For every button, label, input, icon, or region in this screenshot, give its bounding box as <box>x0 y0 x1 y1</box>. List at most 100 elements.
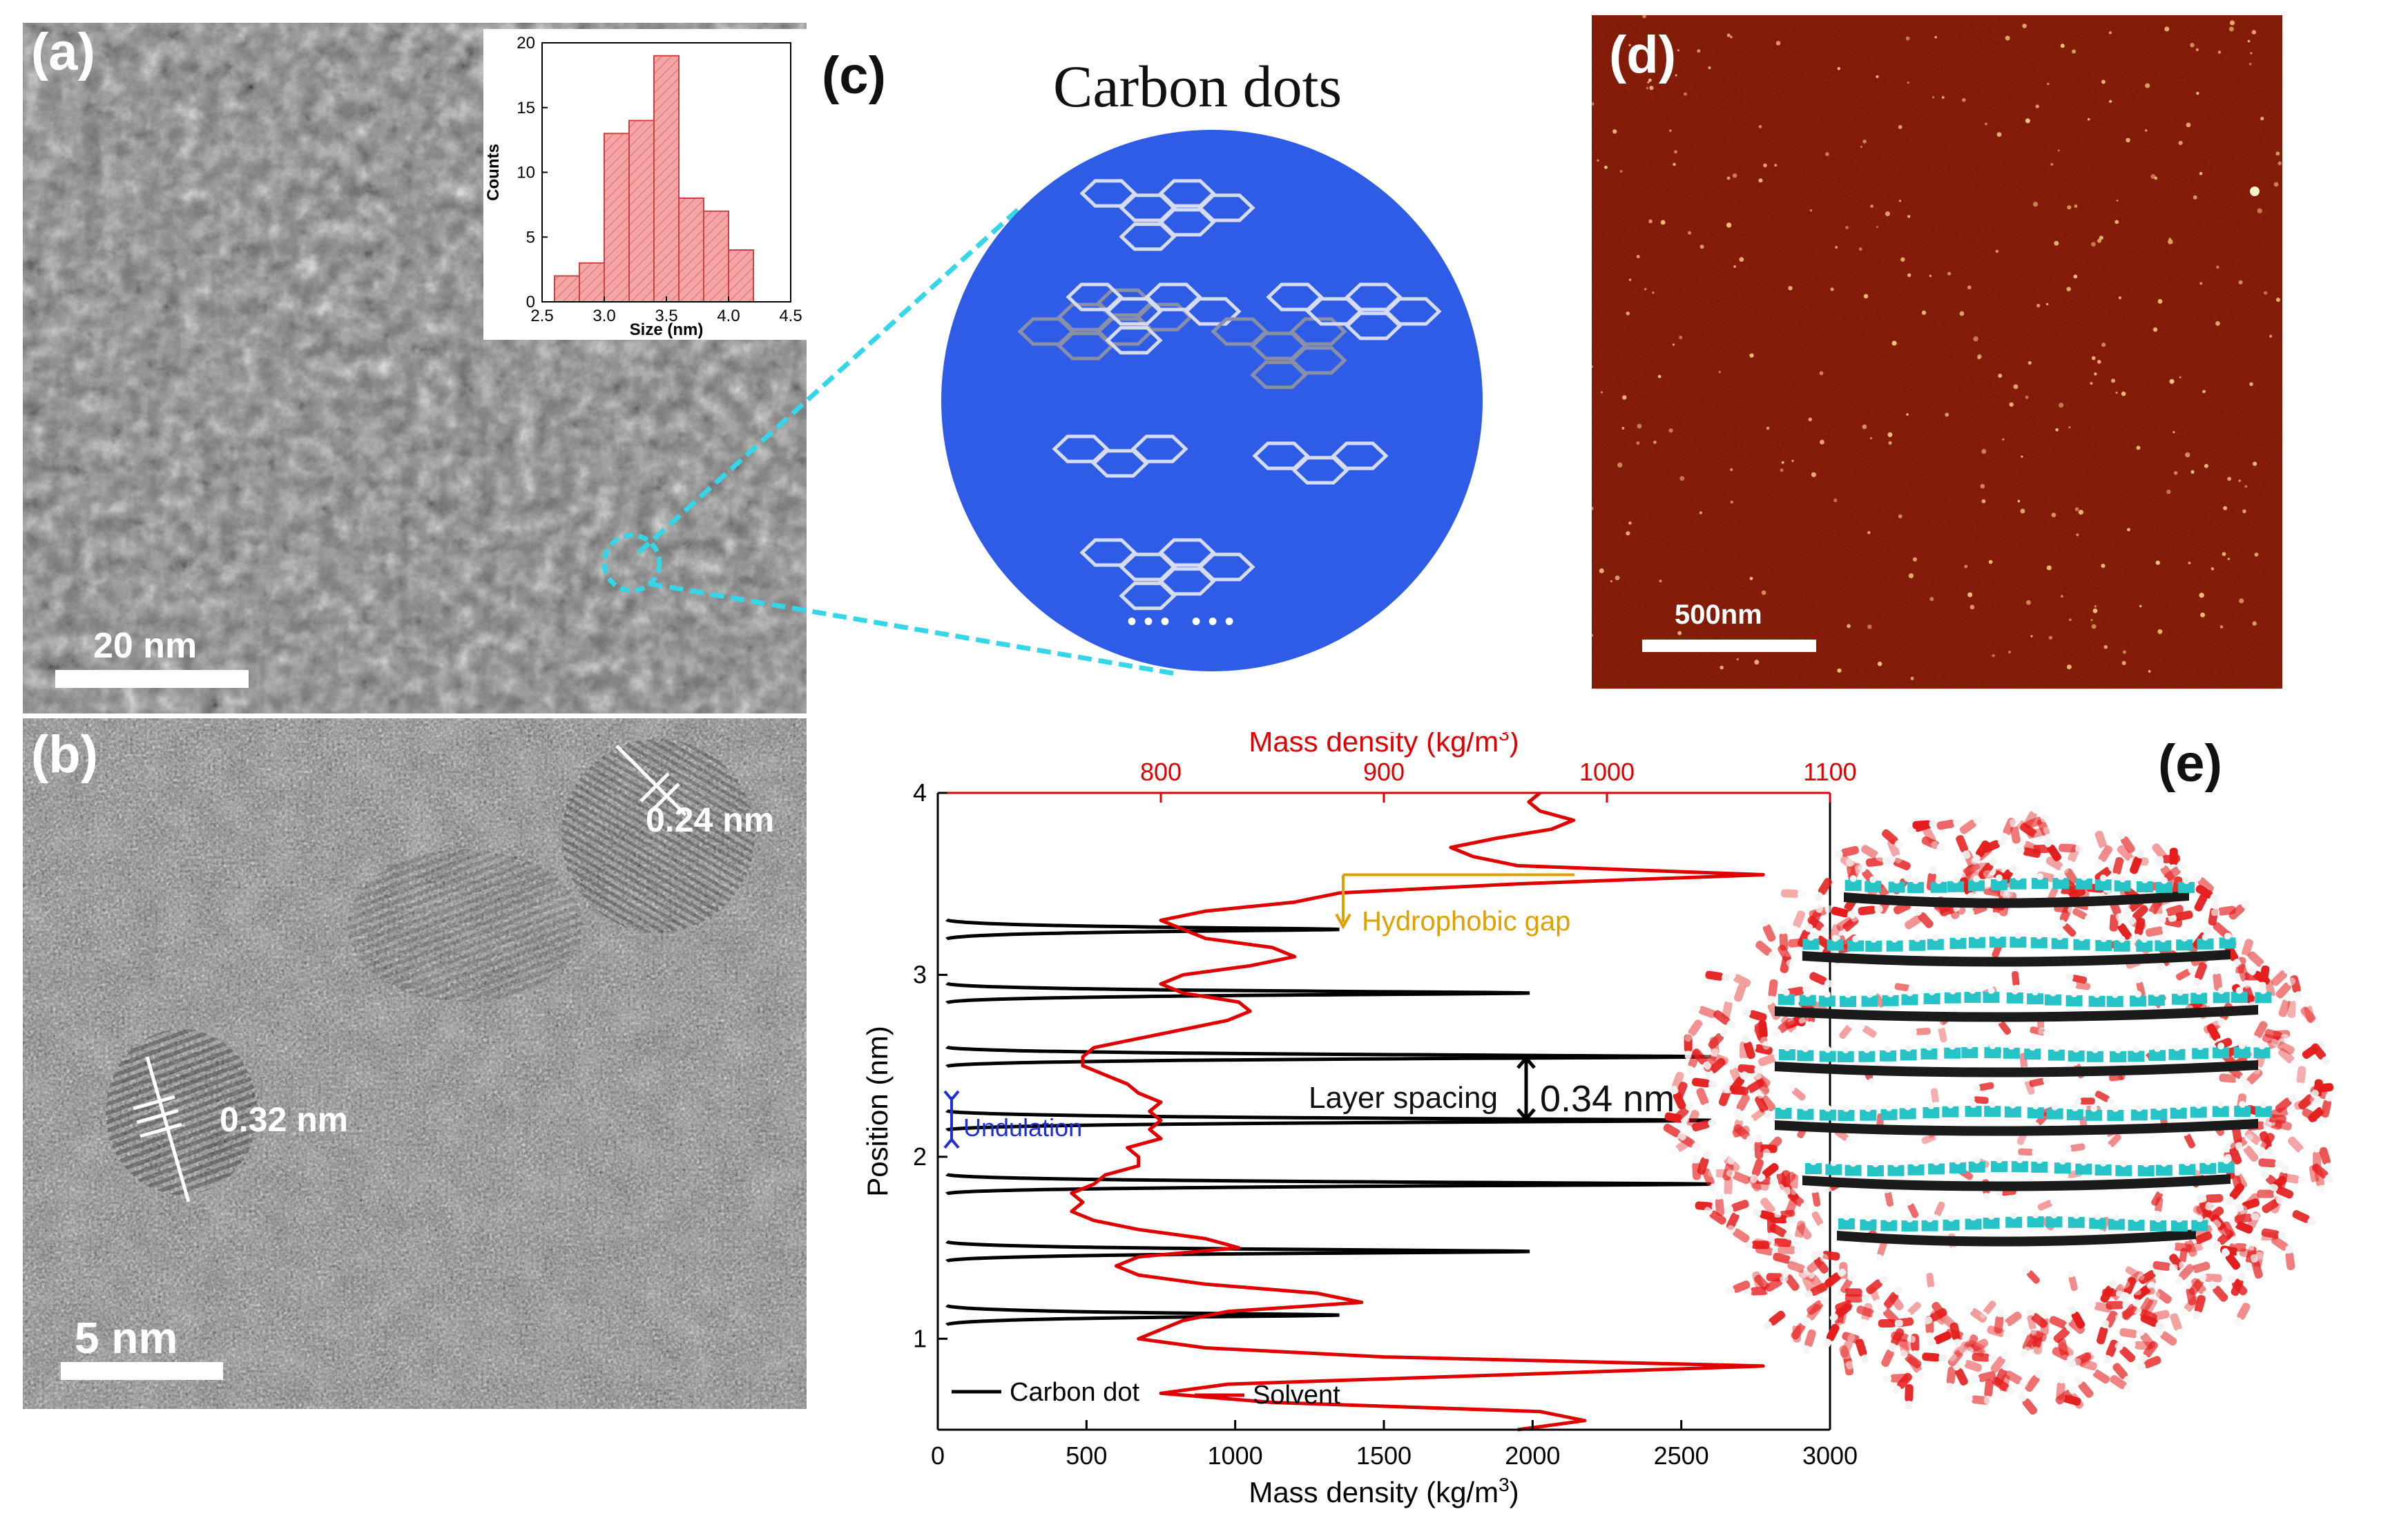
water-molecule <box>2025 1309 2048 1328</box>
scale-bar-a-label: 20 nm <box>93 626 198 666</box>
afm-particle <box>2168 239 2173 245</box>
water-molecule <box>2188 1273 2208 1296</box>
layer-spacing-value: 0.34 nm <box>1540 1078 1675 1120</box>
water-molecule <box>1972 840 1990 863</box>
water-molecule <box>1793 1218 1812 1240</box>
water-molecule <box>1804 1283 1828 1298</box>
hexagon-ring <box>1289 346 1347 375</box>
afm-particle <box>1988 559 1993 564</box>
afm-particle <box>1612 129 1617 134</box>
afm-particle <box>1626 311 1630 316</box>
water-molecule <box>1802 1329 1816 1354</box>
hexagon-ring <box>1135 303 1193 332</box>
afm-particle <box>2068 618 2072 622</box>
afm-particle <box>1648 78 1652 82</box>
afm-particle <box>1603 165 1608 169</box>
afm-particle <box>1758 178 1763 183</box>
afm-particle <box>2227 557 2231 560</box>
water-molecule <box>2104 1133 2121 1151</box>
afm-particle <box>2108 31 2112 35</box>
water-molecule <box>2234 1213 2260 1224</box>
water-molecule <box>2066 974 2088 984</box>
carbon-dot-peak <box>945 1240 1530 1263</box>
x-tick-label: 2500 <box>1654 1441 1709 1470</box>
scale-bar-d-label: 500nm <box>1675 600 1762 630</box>
water-molecule <box>1973 1082 1994 1091</box>
afm-particle <box>2002 438 2005 441</box>
afm-particle <box>2068 426 2071 429</box>
water-molecule <box>2151 1186 2166 1206</box>
water-molecule <box>1785 1017 1807 1029</box>
afm-particle <box>2275 298 2280 303</box>
scale-bar-b <box>61 1362 223 1380</box>
afm-particle <box>1749 577 1753 581</box>
afm-particle <box>2202 390 2205 393</box>
x-tick-label: 3000 <box>1802 1441 1858 1470</box>
afm-particle <box>1626 531 1630 536</box>
water-molecule <box>1705 970 1731 981</box>
carbon-dot-peak <box>945 981 1530 1005</box>
afm-particle <box>2199 593 2204 598</box>
afm-particle <box>1754 660 1760 665</box>
water-molecule <box>1844 1294 1870 1303</box>
panel-b-label: (b) <box>31 725 99 784</box>
afm-particle <box>1652 291 1655 294</box>
graphene-layer <box>1775 987 2272 1022</box>
afm-particle <box>2126 137 2130 143</box>
water-molecule <box>1855 1339 1869 1363</box>
afm-particle <box>2030 635 2033 637</box>
afm-particle <box>2195 48 2199 52</box>
afm-particle <box>2013 384 2019 390</box>
water-molecule <box>2121 1276 2137 1301</box>
afm-particle <box>2227 477 2232 481</box>
afm-particle <box>1659 579 1662 583</box>
water-molecule <box>1718 1082 1733 1106</box>
water-molecule <box>1762 1136 1782 1158</box>
afm-particle <box>1600 391 1603 394</box>
water-molecule <box>2174 1264 2195 1285</box>
lattice-label-032: 0.32 nm <box>220 1100 349 1139</box>
afm-particle <box>2145 83 2150 88</box>
water-molecule <box>1926 1272 1935 1294</box>
water-molecule <box>1791 1317 1809 1340</box>
hexagon-ring <box>1331 441 1389 470</box>
afm-particle <box>2017 499 2021 503</box>
afm-particle <box>1674 150 1677 154</box>
water-molecule <box>1894 983 1916 992</box>
water-molecule <box>2210 905 2236 917</box>
water-molecule <box>1791 1173 1799 1196</box>
afm-particle <box>1910 676 1914 680</box>
hrtem-texture <box>23 718 807 1409</box>
afm-particle <box>1637 423 1642 429</box>
water-molecule <box>1914 907 1934 928</box>
afm-particle <box>2115 392 2118 394</box>
water-molecule <box>2278 1048 2300 1068</box>
water-molecule <box>1724 1200 1749 1214</box>
afm-particle <box>2173 430 2175 434</box>
afm-particle <box>2074 507 2079 512</box>
afm-particle <box>1969 604 1975 610</box>
afm-particle <box>2251 30 2257 35</box>
afm-particle <box>1733 265 1736 268</box>
water-molecule <box>1691 1004 1717 1018</box>
water-molecule <box>2179 1247 2188 1269</box>
afm-particle <box>2188 562 2191 565</box>
legend-solvent-label: Solvent <box>1253 1381 1340 1410</box>
afm-particle <box>2067 205 2072 210</box>
afm-particle <box>1906 413 1909 416</box>
water-molecule <box>2020 823 2043 841</box>
afm-particle <box>2111 378 2116 383</box>
water-molecule <box>1887 839 1903 864</box>
afm-particle <box>2027 361 2032 365</box>
water-molecule <box>2292 1210 2316 1226</box>
histogram-bar <box>604 133 630 303</box>
afm-texture <box>1592 15 2282 689</box>
water-molecule <box>1778 944 1795 968</box>
water-molecule <box>2125 1266 2145 1281</box>
water-molecule <box>2298 1089 2319 1110</box>
afm-particle <box>1860 146 1862 148</box>
water-molecule <box>1765 1274 1789 1292</box>
histogram-x-tick-label: 4.0 <box>717 307 740 325</box>
y-tick-label: 3 <box>913 960 927 988</box>
water-molecule <box>2287 993 2296 1018</box>
